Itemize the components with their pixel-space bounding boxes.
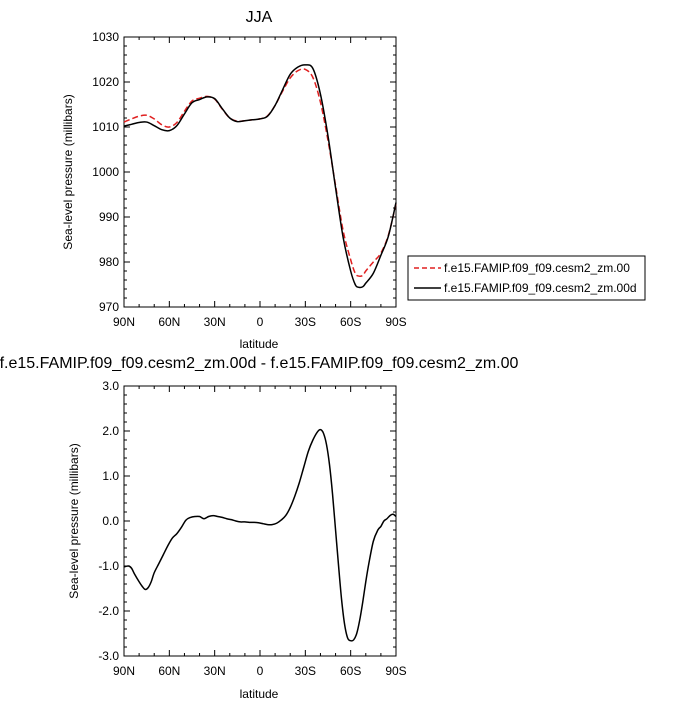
x-tick-label: 60N [158,315,180,329]
y-tick-label: -2.0 [98,604,119,618]
difference-panel: f.e15.FAMIP.f09_f09.cesm2_zm.00d - f.e15… [0,355,519,701]
x-axis-label: latitude [240,687,279,701]
x-tick-label: 60S [340,315,361,329]
series-line-1 [123,428,397,642]
series-line-2 [123,64,397,289]
x-tick-label: 0 [257,315,264,329]
series-lines [123,64,397,289]
x-tick-label: 30N [204,315,226,329]
mean-slp-panel: JJA 970 980 990 1000 1010 1020 1030 90N 60N 30N 0… [61,9,407,351]
y-tick-label: -1.0 [98,559,119,573]
y-tick-label: 990 [99,210,119,224]
x-tick-label: 90N [113,315,135,329]
x-tick-label: 30S [295,315,316,329]
series-lines [123,428,397,642]
x-tick-label: 90S [385,315,406,329]
y-tick-label: 1.0 [102,469,119,483]
y-axis-label: Sea-level pressure (millibars) [61,94,75,249]
y-axis-label: Sea-level pressure (millibars) [67,443,81,598]
legend-box [407,255,646,301]
plot-frame [123,385,397,657]
y-tick-label: 980 [99,255,119,269]
x-tick-label: 0 [257,664,264,678]
x-axis: 90N 60N 30N 0 30S 60S 90S [113,386,407,678]
x-axis: 90N 60N 30N 0 30S 60S 90S [113,37,407,329]
chart-title: JJA [246,9,273,26]
y-tick-label: 970 [99,300,119,314]
y-axis: 970 980 990 1000 1010 1020 1030 [92,30,396,314]
plot-frame [123,36,397,308]
y-tick-label: 1000 [92,165,119,179]
y-tick-label: 1020 [92,75,119,89]
x-tick-label: 60N [158,664,180,678]
x-axis-label: latitude [240,337,279,351]
x-tick-label: 30N [204,664,226,678]
y-tick-label: 3.0 [102,379,119,393]
y-axis: -3.0 -2.0 -1.0 0.0 1.0 2.0 3.0 [98,379,396,663]
legend: f.e15.FAMIP.f09_f09.cesm2_zm.00 f.e15.FA… [407,255,646,301]
legend-label-series-1: f.e15.FAMIP.f09_f09.cesm2_zm.00 [444,261,630,275]
y-tick-label: 1010 [92,120,119,134]
x-tick-label: 60S [340,664,361,678]
y-tick-label: 1030 [92,30,119,44]
x-tick-label: 90N [113,664,135,678]
chart-title: f.e15.FAMIP.f09_f09.cesm2_zm.00d - f.e15… [0,355,519,372]
series-line-1 [123,68,397,277]
x-tick-label: 30S [295,664,316,678]
y-tick-label: -3.0 [98,649,119,663]
y-tick-label: 0.0 [102,514,119,528]
y-tick-label: 2.0 [102,424,119,438]
x-tick-label: 90S [385,664,406,678]
legend-label-series-2: f.e15.FAMIP.f09_f09.cesm2_zm.00d [444,281,637,295]
